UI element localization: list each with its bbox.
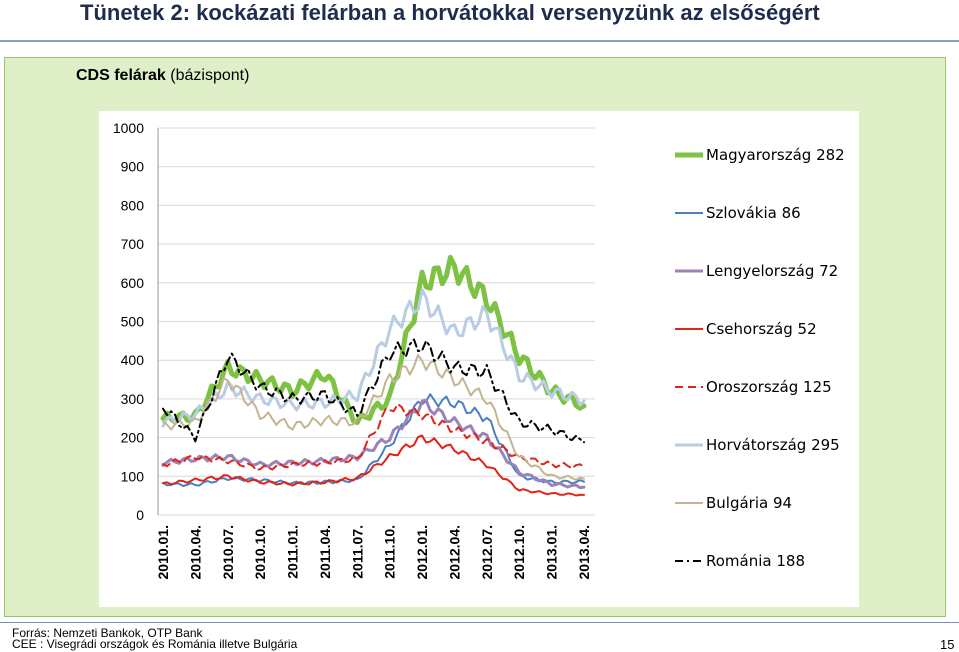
x-tick-label: 2010.10. <box>252 525 268 580</box>
plot-area-background <box>99 111 859 607</box>
series-line <box>162 434 585 497</box>
chart-subtitle-bold: CDS felárak <box>76 67 166 84</box>
x-tick-label: 2013.01. <box>544 525 560 580</box>
series-line <box>162 403 585 471</box>
x-tick-label: 2012.10. <box>511 525 527 580</box>
footer-divider <box>0 622 959 623</box>
x-tick-label: 2012.04. <box>446 525 462 580</box>
page-number: 15 <box>940 637 955 652</box>
x-tick-label: 2011.10. <box>382 525 398 579</box>
series-line <box>161 398 586 490</box>
legend-label: Magyarország 282 <box>706 146 845 164</box>
source-note: Forrás: Nemzeti Bankok, OTP Bank <box>12 626 203 640</box>
x-tick-label: 2011.01. <box>285 525 301 579</box>
y-tick-label: 100 <box>121 468 145 484</box>
series-line <box>160 254 587 425</box>
y-tick-label: 300 <box>121 391 145 407</box>
title-divider <box>0 40 959 42</box>
region-note: CEE : Visegrádi országok és Románia ille… <box>12 637 298 651</box>
x-tick-label: 2011.07. <box>349 525 365 579</box>
legend-label: Oroszország 125 <box>706 378 832 396</box>
x-tick-label: 2012.07. <box>479 525 495 580</box>
y-tick-label: 800 <box>121 197 145 213</box>
x-tick-label: 2010.07. <box>220 525 236 580</box>
x-tick-label: 2011.04. <box>317 525 333 579</box>
series-line <box>162 354 585 481</box>
y-tick-label: 700 <box>121 236 145 252</box>
legend-label: Bulgária 94 <box>706 494 792 512</box>
legend-label: Románia 188 <box>706 552 805 570</box>
series-line <box>162 338 585 444</box>
legend-label: Csehország 52 <box>706 320 817 338</box>
x-tick-label: 2010.01. <box>155 525 171 580</box>
x-tick-label: 2013.04. <box>576 525 592 580</box>
x-tick-label: 2010.04. <box>187 525 203 580</box>
legend-label: Horvátország 295 <box>706 436 840 454</box>
chart-subtitle: CDS felárak (bázispont) <box>76 67 249 85</box>
chart-subtitle-unit: (bázispont) <box>165 67 250 84</box>
y-tick-label: 400 <box>121 352 145 368</box>
legend-label: Szlovákia 86 <box>706 204 801 222</box>
legend-label: Lengyelország 72 <box>706 262 838 280</box>
page-title: Tünetek 2: kockázati felárban a horvátok… <box>80 0 820 25</box>
x-tick-label: 2012.01. <box>414 525 430 580</box>
y-tick-label: 900 <box>121 159 145 175</box>
y-tick-label: 1000 <box>113 120 144 136</box>
y-tick-label: 200 <box>121 430 145 446</box>
y-tick-label: 500 <box>121 314 145 330</box>
y-tick-label: 600 <box>121 275 145 291</box>
y-tick-label: 0 <box>136 507 144 523</box>
